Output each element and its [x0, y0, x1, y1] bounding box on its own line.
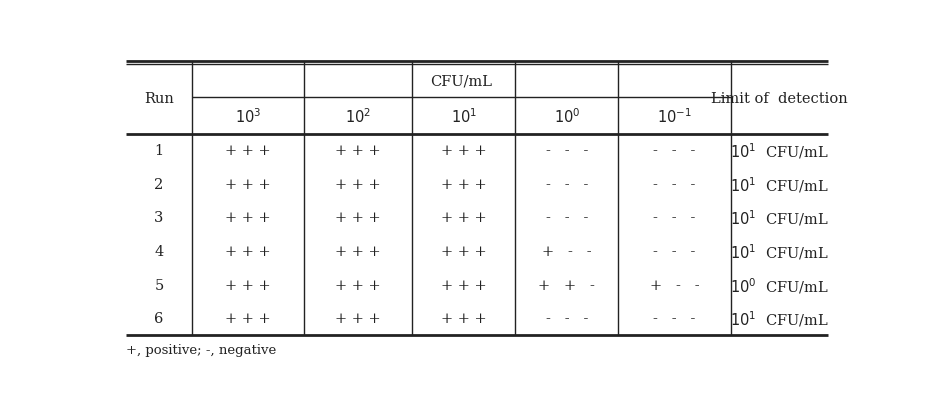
Text: CFU/mL: CFU/mL: [431, 74, 493, 88]
Text: $10^1$  CFU/mL: $10^1$ CFU/mL: [730, 208, 829, 228]
Text: -   -   -: - - -: [546, 313, 588, 326]
Text: + + +: + + +: [225, 178, 271, 192]
Text: $10^3$: $10^3$: [234, 107, 261, 126]
Text: + + +: + + +: [225, 279, 271, 293]
Text: -   -   -: - - -: [654, 245, 696, 259]
Text: + + +: + + +: [225, 245, 271, 259]
Text: + + +: + + +: [335, 178, 381, 192]
Text: Run: Run: [144, 92, 174, 106]
Text: +   +   -: + + -: [538, 279, 595, 293]
Text: + + +: + + +: [441, 245, 486, 259]
Text: Limit of  detection: Limit of detection: [711, 92, 847, 106]
Text: $10^1$  CFU/mL: $10^1$ CFU/mL: [730, 175, 829, 195]
Text: + + +: + + +: [441, 313, 486, 326]
Text: 1: 1: [154, 144, 164, 158]
Text: + + +: + + +: [335, 313, 381, 326]
Text: 5: 5: [154, 279, 164, 293]
Text: -   -   -: - - -: [654, 144, 696, 158]
Text: 4: 4: [154, 245, 164, 259]
Text: -   -   -: - - -: [546, 178, 588, 192]
Text: + + +: + + +: [441, 279, 486, 293]
Text: + + +: + + +: [441, 211, 486, 226]
Text: -   -   -: - - -: [654, 313, 696, 326]
Text: + + +: + + +: [441, 178, 486, 192]
Text: $10^1$  CFU/mL: $10^1$ CFU/mL: [730, 142, 829, 161]
Text: $10^2$: $10^2$: [345, 107, 371, 126]
Text: +   -   -: + - -: [650, 279, 699, 293]
Text: 3: 3: [154, 211, 164, 226]
Text: $10^1$  CFU/mL: $10^1$ CFU/mL: [730, 310, 829, 329]
Text: + + +: + + +: [335, 245, 381, 259]
Text: $10^1$: $10^1$: [451, 107, 477, 126]
Text: + + +: + + +: [441, 144, 486, 158]
Text: +, positive; -, negative: +, positive; -, negative: [126, 344, 276, 357]
Text: -   -   -: - - -: [654, 178, 696, 192]
Text: + + +: + + +: [225, 211, 271, 226]
Text: + + +: + + +: [335, 279, 381, 293]
Text: 6: 6: [154, 313, 164, 326]
Text: + + +: + + +: [335, 144, 381, 158]
Text: -   -   -: - - -: [546, 144, 588, 158]
Text: 2: 2: [154, 178, 164, 192]
Text: + + +: + + +: [225, 144, 271, 158]
Text: + + +: + + +: [335, 211, 381, 226]
Text: $10^1$  CFU/mL: $10^1$ CFU/mL: [730, 242, 829, 262]
Text: -   -   -: - - -: [654, 211, 696, 226]
Text: $10^{-1}$: $10^{-1}$: [658, 107, 692, 126]
Text: -   -   -: - - -: [546, 211, 588, 226]
Text: + + +: + + +: [225, 313, 271, 326]
Text: $10^0$  CFU/mL: $10^0$ CFU/mL: [730, 276, 829, 295]
Text: +   -   -: + - -: [542, 245, 591, 259]
Text: $10^0$: $10^0$: [553, 107, 580, 126]
